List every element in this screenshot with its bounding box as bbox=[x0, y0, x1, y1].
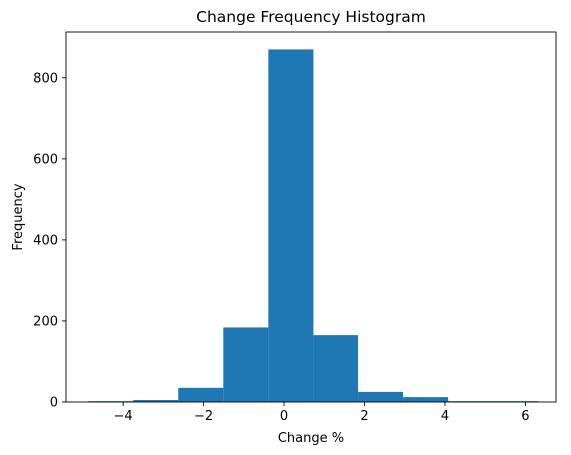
histogram-bar-3 bbox=[178, 387, 224, 402]
y-axis-ticks: 0 200 400 600 800 bbox=[33, 71, 66, 411]
bars-group bbox=[88, 49, 539, 403]
histogram-bar-6 bbox=[313, 335, 359, 402]
histogram-bar-7 bbox=[358, 391, 404, 402]
x-tick-label: 2 bbox=[360, 409, 368, 424]
x-tick-label: 6 bbox=[521, 409, 529, 424]
x-tick-label: 0 bbox=[280, 409, 288, 424]
y-tick-label: 800 bbox=[33, 71, 58, 86]
x-tick-label: −2 bbox=[194, 409, 213, 424]
y-axis-label: Frequency bbox=[11, 183, 26, 250]
y-tick-label: 0 bbox=[50, 396, 58, 411]
histogram-bar-5 bbox=[268, 49, 314, 403]
chart-title: Change Frequency Histogram bbox=[196, 8, 426, 26]
x-axis-ticks: −4 −2 0 2 4 6 bbox=[114, 402, 530, 424]
x-axis-label: Change % bbox=[278, 431, 344, 446]
x-tick-label: 4 bbox=[441, 409, 449, 424]
y-tick-label: 200 bbox=[33, 314, 58, 329]
x-tick-label: −4 bbox=[114, 409, 133, 424]
plot-frame bbox=[65, 31, 557, 403]
histogram-bar-2 bbox=[133, 399, 179, 402]
histogram-bar-4 bbox=[223, 327, 269, 402]
y-tick-label: 600 bbox=[33, 152, 58, 167]
y-tick-label: 400 bbox=[33, 233, 58, 248]
histogram-bar-8 bbox=[403, 397, 449, 402]
